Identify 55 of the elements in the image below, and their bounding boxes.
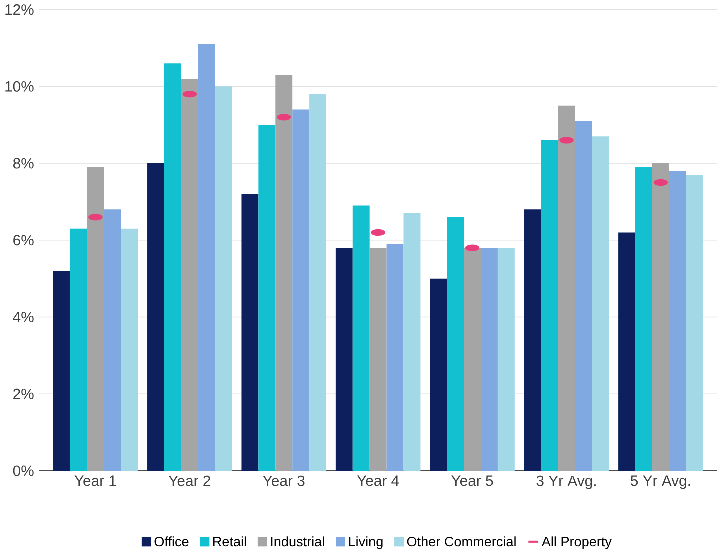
bar — [524, 210, 542, 472]
bar — [447, 217, 464, 472]
bar — [242, 194, 259, 472]
bar — [558, 106, 576, 472]
bar — [386, 244, 404, 472]
legend-label: All Property — [542, 536, 612, 550]
bar — [276, 75, 293, 472]
bar — [258, 125, 276, 472]
legend-label: Living — [349, 536, 383, 550]
y-tick-label: 6% — [14, 235, 34, 246]
y-tick-label: 2% — [14, 388, 34, 400]
legend-label: Other Commercial — [407, 536, 516, 547]
legend-label: Office — [154, 536, 189, 547]
bar — [198, 44, 216, 472]
bar — [592, 136, 610, 472]
bar — [464, 248, 482, 472]
bar — [541, 140, 558, 472]
legend-label: Industrial — [271, 536, 324, 547]
legend-label: Retail — [213, 536, 246, 547]
bar — [104, 210, 122, 472]
bar — [404, 214, 421, 472]
y-tick-label: 12% — [6, 4, 34, 16]
y-tick-label: 10% — [6, 81, 34, 92]
bar — [498, 248, 515, 472]
x-tick-label: Year 5 — [452, 476, 494, 486]
x-tick-label: 5 Yr Avg. — [630, 476, 690, 490]
bar — [636, 167, 652, 472]
bar — [292, 110, 310, 472]
bar — [70, 228, 88, 472]
bar — [618, 232, 636, 472]
bar — [352, 206, 370, 472]
bar — [686, 175, 704, 472]
y-tick-label: 8% — [13, 158, 34, 169]
x-tick-label: Year 4 — [357, 476, 400, 486]
bar — [481, 248, 498, 472]
x-tick-label: Year 2 — [168, 476, 210, 486]
x-tick-label: 3 Yr Avg. — [536, 476, 596, 490]
x-tick-label: Year 3 — [263, 476, 305, 486]
bar — [575, 121, 592, 472]
bar — [370, 248, 387, 472]
bar — [215, 86, 232, 472]
bar — [87, 167, 104, 472]
y-tick-label: 4% — [13, 312, 34, 322]
bar — [148, 164, 164, 472]
x-tick-label: Year 1 — [74, 476, 116, 486]
bar — [430, 278, 448, 472]
y-tick-label: 0% — [13, 466, 34, 476]
bar — [53, 271, 70, 472]
bar — [336, 248, 353, 472]
bar — [181, 78, 198, 472]
bar — [164, 64, 182, 472]
bar — [121, 228, 138, 472]
bar — [669, 171, 686, 472]
bar — [652, 164, 670, 472]
bar — [310, 94, 327, 472]
